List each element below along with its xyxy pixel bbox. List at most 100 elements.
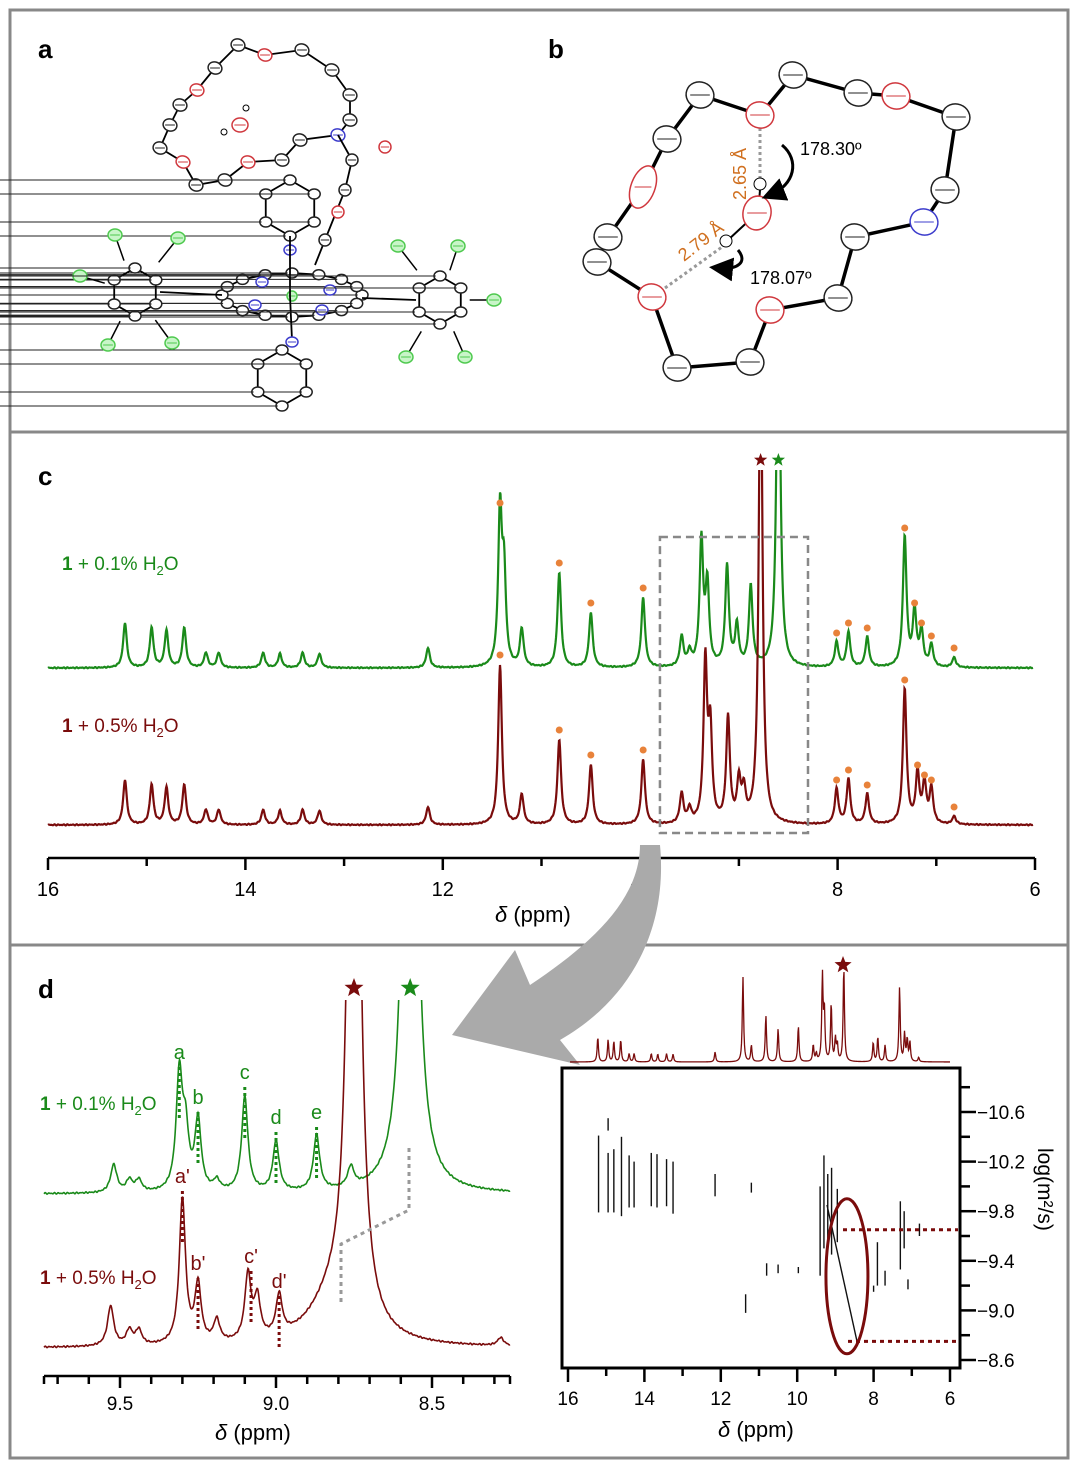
y-tick-label: −10.2: [977, 1153, 1025, 1174]
panel-label-d: d: [38, 974, 54, 1004]
spectrum-series: a' b' c' d': [43, 1000, 511, 1350]
peak-marker-dot: [844, 619, 852, 627]
peak-marker-dot: [844, 766, 852, 774]
y-axis-label-e: log(m²/s): [1033, 1148, 1056, 1231]
x-tick-label: 6: [945, 1389, 956, 1410]
peak-marker-dot: [863, 781, 871, 789]
spectrum-clip: [47, 470, 1034, 670]
peak-marker-dot: [639, 584, 647, 592]
legend-green-d: 1 + 0.1% H2O: [40, 1094, 157, 1118]
x-tick-label: 8: [832, 879, 843, 901]
projection-line: [570, 969, 950, 1063]
peak-marker-dot: [555, 726, 563, 734]
zoom-arrow: [452, 845, 662, 1065]
y-tick-label: −9.0: [977, 1301, 1015, 1322]
x-tick-label: 9.0: [263, 1394, 289, 1415]
hydrogen-atom: [220, 128, 228, 136]
distance-label-1: 2.65 Å: [730, 148, 750, 200]
x-tick-label: 10: [787, 1389, 808, 1410]
peak-label: d: [270, 1107, 281, 1129]
spectrum-series: [47, 470, 1034, 670]
panel-label-a: a: [38, 34, 53, 64]
legend-red-c: 1 + 0.5% H2O: [62, 716, 179, 740]
peak-label: b': [191, 1253, 206, 1275]
highlight-box: [658, 535, 810, 835]
x-tick-label: 14: [234, 879, 256, 901]
bond: [289, 236, 293, 341]
peak-label: d': [272, 1271, 287, 1293]
peak-marker-dot: [927, 632, 935, 640]
spectrum-line: [47, 470, 1034, 670]
y-tick-label: −10.6: [977, 1103, 1025, 1124]
bond: [256, 348, 308, 408]
crystal-structure-a: [0, 38, 502, 412]
x-axis-label-c: δ (ppm): [495, 902, 571, 927]
angle-arrow: [709, 249, 744, 282]
star-marker: [834, 956, 852, 973]
peak-marker-dot: [833, 629, 841, 637]
spectrum-clip: [47, 470, 1034, 827]
bond: [159, 291, 223, 296]
panel-label-b: b: [548, 34, 564, 64]
plot-frame: [560, 1066, 962, 1370]
bond: [418, 274, 462, 326]
x-tick-label: 16: [37, 879, 59, 901]
legend-green-c: 1 + 0.1% H2O: [62, 554, 179, 578]
x-axis-label-e: δ (ppm): [718, 1417, 794, 1442]
x-axis-label-d: δ (ppm): [215, 1420, 291, 1445]
star-marker: [344, 978, 364, 997]
peak-label: b: [192, 1087, 203, 1109]
peak-marker-dot: [911, 599, 919, 607]
peak-marker-dot: [920, 771, 928, 779]
peak-label: a: [174, 1042, 186, 1064]
spectrum-line: [43, 1000, 511, 1349]
peak-marker-dot: [555, 559, 563, 567]
peak-marker-dot: [927, 776, 935, 784]
peak-marker-dot: [863, 624, 871, 632]
peak-label: c': [244, 1246, 258, 1268]
x-tick-label: 16: [557, 1389, 578, 1410]
x-tick-label: 9.5: [107, 1394, 133, 1415]
x-tick-label: 8.5: [419, 1394, 445, 1415]
y-tick-label: −8.6: [977, 1351, 1015, 1372]
shift-connector: [339, 1146, 411, 1302]
spectrum-line: [47, 470, 1034, 827]
star-marker: [754, 453, 768, 466]
x-tick-label: 14: [634, 1389, 656, 1410]
peak-marker-dot: [901, 676, 909, 684]
y-tick-label: −9.8: [977, 1202, 1015, 1223]
bond: [314, 134, 353, 266]
panel-d-spectra: a b c d e a' b' c' d' 9.5 9.0 8.5: [42, 978, 512, 1415]
spectrum-line: [43, 1000, 511, 1195]
y-tick-label: −9.4: [977, 1252, 1015, 1273]
spectrum-series: a b c d e: [43, 1000, 511, 1195]
bond: [264, 178, 316, 238]
peak-marker-dot: [914, 761, 922, 769]
star-marker: [771, 453, 785, 466]
hydrogen-atom: [753, 177, 767, 191]
panel-e-dosy: 16 14 12 10 8 6 −10.6 −10.2 −9.8 −9.4 −9.0 −8.6: [557, 956, 1025, 1410]
peak-label: e: [311, 1102, 322, 1124]
hydrogen-atom: [242, 104, 250, 112]
highlight-ellipse: [824, 1197, 870, 1356]
peak-marker-dot: [496, 499, 504, 507]
projection-spectrum: [570, 969, 950, 1063]
angle-label-1: 178.30º: [800, 139, 862, 159]
x-tick-label: 8: [868, 1389, 879, 1410]
legend-red-d: 1 + 0.5% H2O: [40, 1268, 157, 1292]
peak-marker-dot: [496, 651, 504, 659]
peak-marker-dot: [917, 619, 925, 627]
peak-marker-dot: [950, 644, 958, 652]
peak-marker-dot: [833, 776, 841, 784]
x-tick-label: 6: [1029, 879, 1040, 901]
bond: [594, 73, 958, 370]
spectrum-series: [47, 470, 1034, 827]
crystal-structure-b: [582, 61, 971, 382]
bond: [361, 297, 417, 301]
diffusion-signal: [826, 1204, 859, 1345]
spectrum-clip: a b c d e: [43, 1000, 511, 1195]
spectrum-clip: a' b' c' d': [43, 1000, 511, 1350]
peak-label: a': [175, 1166, 190, 1188]
star-marker: [400, 978, 420, 997]
